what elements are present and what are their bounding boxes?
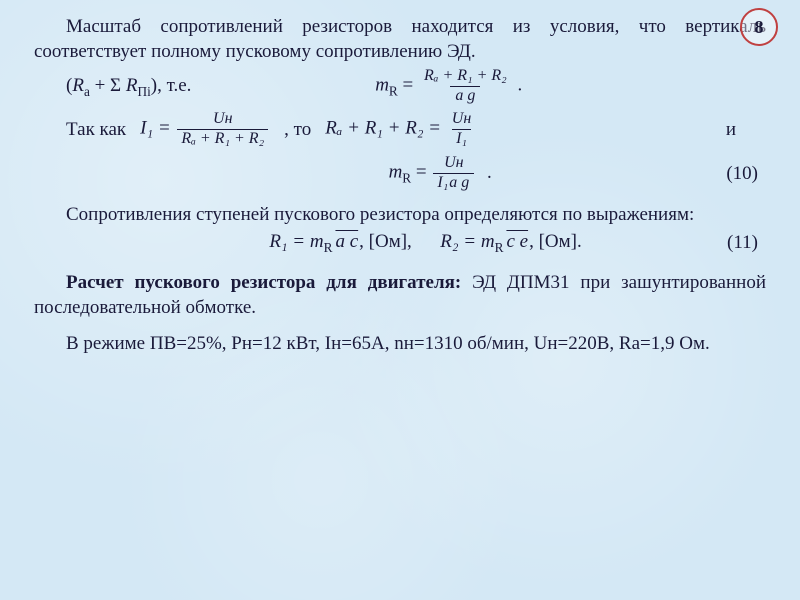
page-content: Масштаб сопротивлений резисторов находит…	[0, 0, 800, 356]
paragraph-stages: Сопротивления ступеней пускового резисто…	[34, 202, 766, 227]
fraction-I1: Uн Rₐ + R₁ + R₂	[177, 111, 268, 148]
paragraph-intro: Масштаб сопротивлений резисторов находит…	[34, 14, 766, 64]
scale-condition-lead: (Rа + Σ RПi), т.е.	[34, 73, 191, 100]
calc-heading-bold: Расчет пускового резистора для двигателя…	[66, 272, 461, 293]
paragraph-params: В режиме ПВ=25%, Pн=12 кВт, Iн=65А, nн=1…	[34, 331, 766, 356]
equation-10-number: (10)	[726, 161, 766, 186]
formula-I1: I₁ = Uн Rₐ + R₁ + R₂	[140, 111, 270, 148]
relation-lead: Так как	[34, 117, 126, 142]
equation-11: R₁ = mRa c, [Ом], R₂ = mRc e, [Ом].	[124, 229, 727, 256]
equation-11-number: (11)	[727, 230, 766, 255]
relation-tail: и	[726, 117, 766, 142]
scale-condition-line: (Rа + Σ RПi), т.е. mR = Rₐ + R₁ + R₂ a g…	[34, 68, 766, 105]
formula-mR-definition: mR = Rₐ + R₁ + R₂ a g .	[191, 68, 706, 105]
fraction-sum: Uн I₁	[448, 111, 476, 148]
page-number: 8	[755, 17, 764, 38]
page-number-badge: 8	[740, 8, 778, 46]
fraction-eq10: Uн I₁a g	[433, 155, 474, 192]
formula-sum: Rₐ + R₁ + R₂ = Uн I₁	[325, 111, 477, 148]
equation-10: mR = Uн I₁a g .	[154, 155, 726, 192]
equation-10-line: mR = Uн I₁a g . (10)	[34, 155, 766, 192]
relation-line: Так как I₁ = Uн Rₐ + R₁ + R₂ , то Rₐ + R…	[34, 111, 766, 148]
relation-mid: , то	[284, 117, 311, 142]
equation-11-line: R₁ = mRa c, [Ом], R₂ = mRc e, [Ом]. (11)	[34, 229, 766, 256]
fraction-mR: Rₐ + R₁ + R₂ a g	[420, 68, 511, 105]
paragraph-calc-heading: Расчет пускового резистора для двигателя…	[34, 270, 766, 320]
